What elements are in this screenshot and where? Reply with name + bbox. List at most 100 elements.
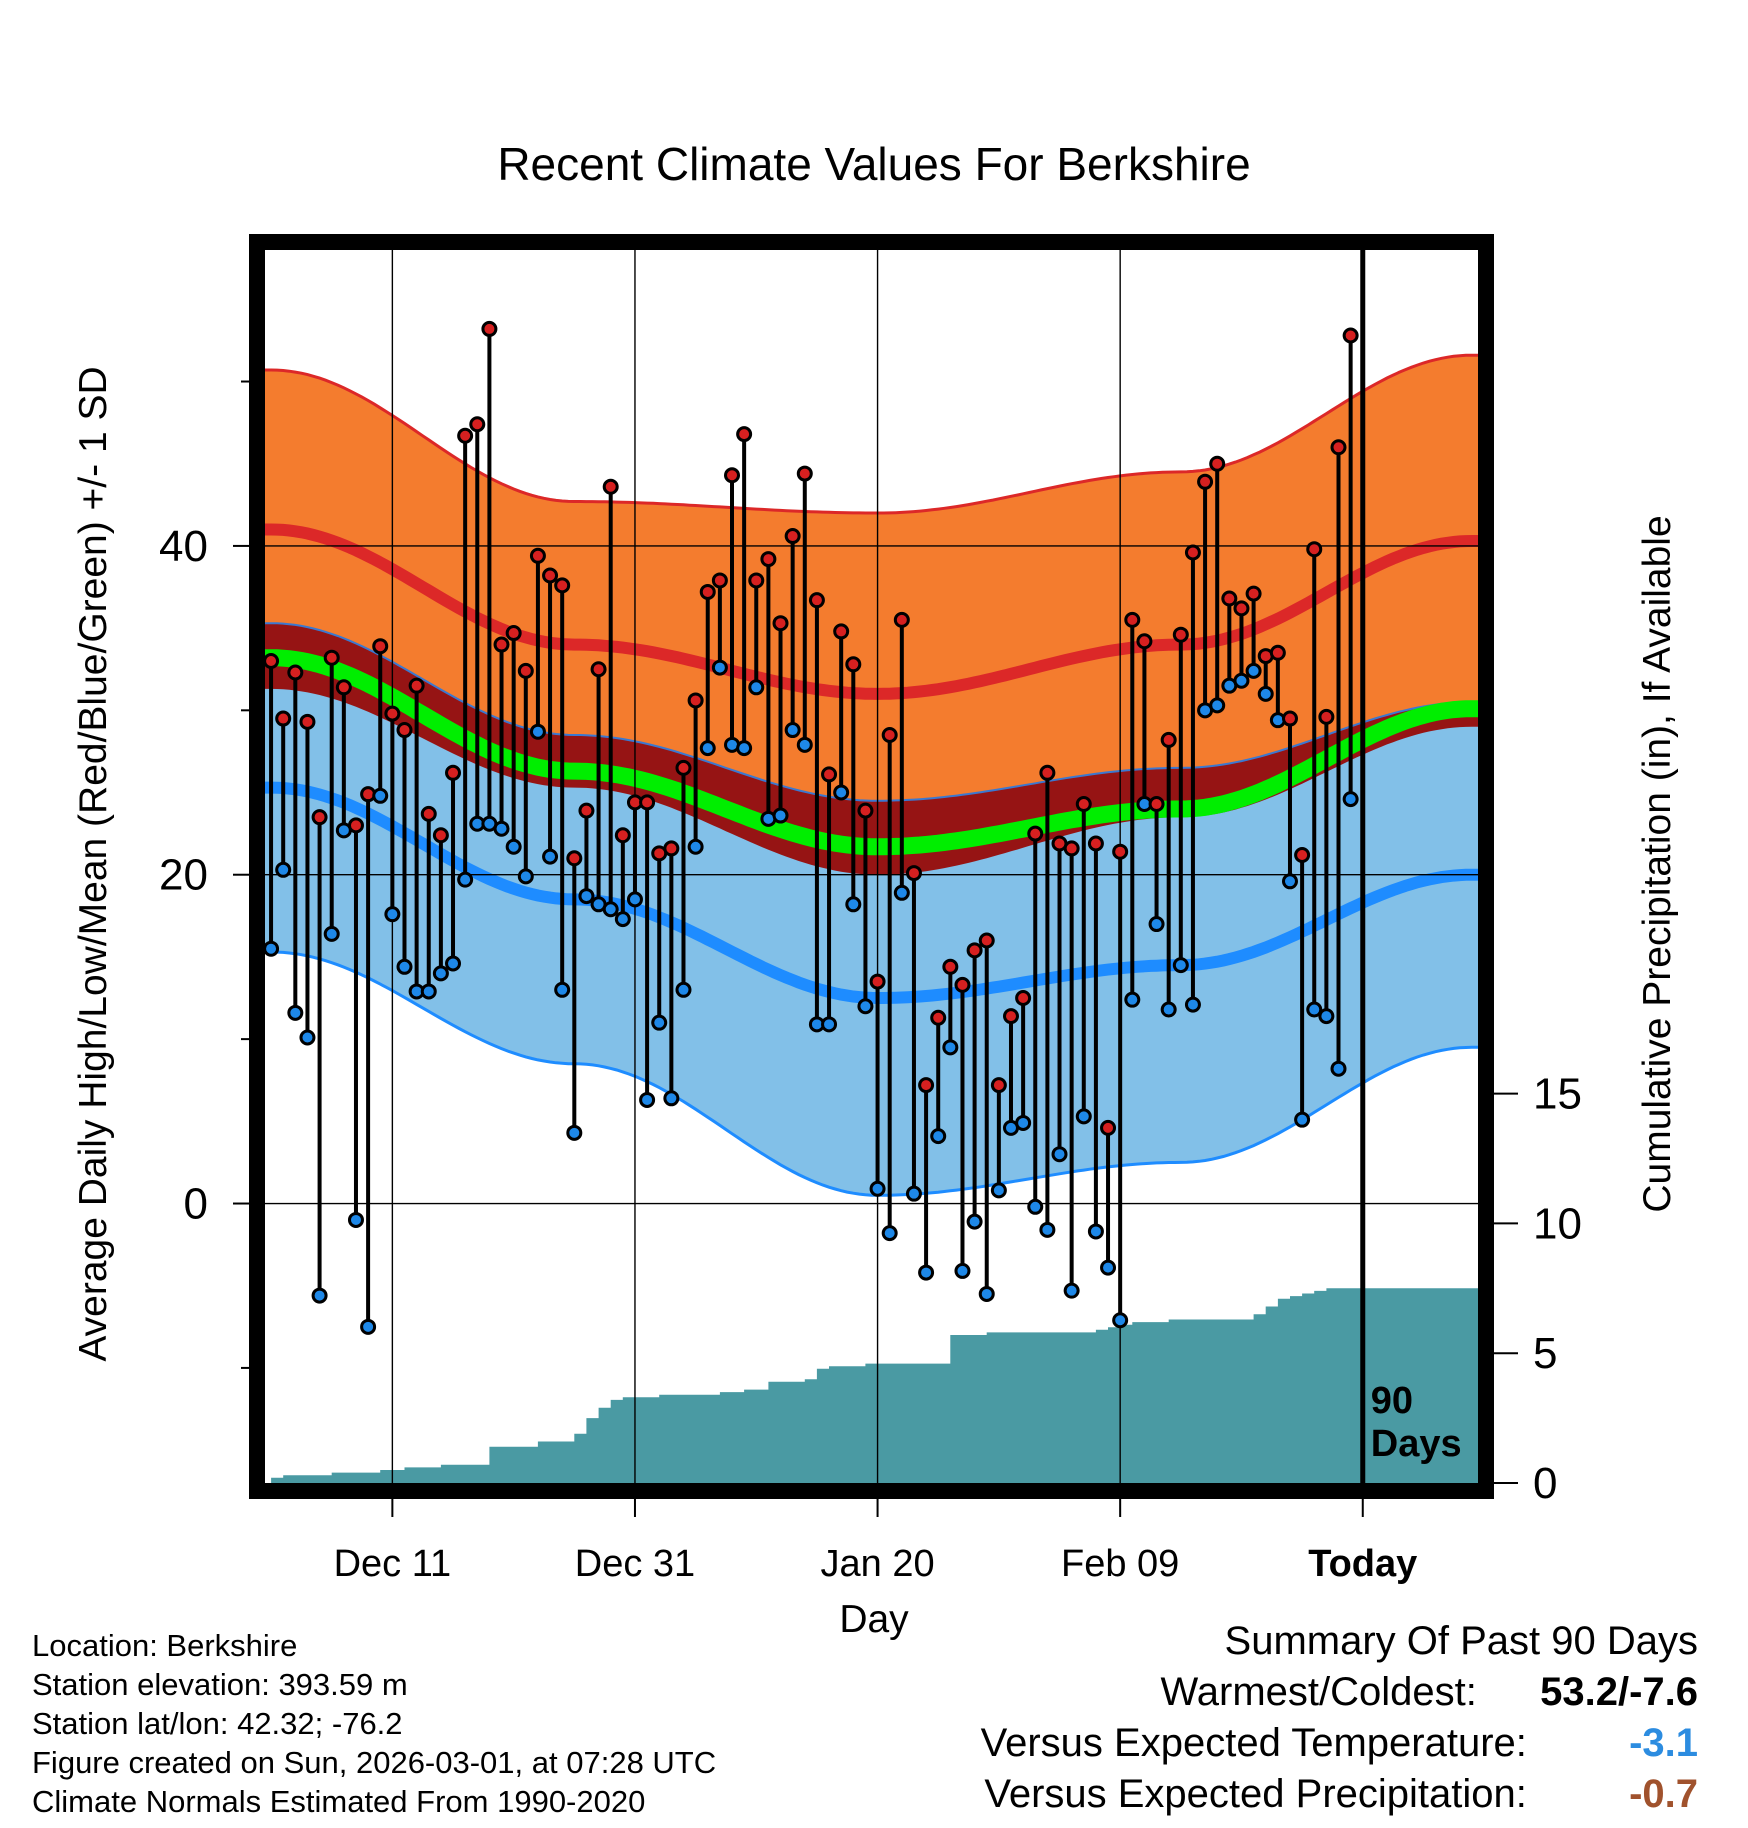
obs-low-3 <box>299 1029 316 1046</box>
cumulative-precip-area <box>271 1288 1478 1483</box>
obs-low-43 <box>784 722 801 739</box>
obs-high-61 <box>1002 1008 1019 1025</box>
chart-title: Recent Climate Values For Berkshire <box>497 138 1250 190</box>
obs-low-42 <box>772 807 789 824</box>
summary-panel: Summary Of Past 90 Days Warmest/Coldest:… <box>981 1616 1698 1820</box>
obs-high-60 <box>990 1077 1007 1094</box>
obs-low-68 <box>1087 1223 1104 1240</box>
obs-high-23 <box>542 567 559 584</box>
precip-anomaly-row: Versus Expected Precipitation: -0.7 <box>981 1769 1698 1820</box>
obs-low-88 <box>1330 1060 1347 1077</box>
obs-low-82 <box>1257 685 1274 702</box>
obs-high-17 <box>469 416 486 433</box>
obs-low-57 <box>954 1262 971 1279</box>
obs-high-58 <box>966 942 983 959</box>
obs-high-39 <box>736 426 753 443</box>
obs-high-72 <box>1136 633 1153 650</box>
latlon-text: Station lat/lon: 42.32; -76.2 <box>32 1706 403 1741</box>
obs-low-49 <box>857 998 874 1015</box>
obs-low-56 <box>942 1039 959 1056</box>
obs-high-68 <box>1087 835 1104 852</box>
obs-low-8 <box>360 1318 377 1335</box>
obs-high-26 <box>578 802 595 819</box>
y-tick-label-20: 20 <box>159 851 208 900</box>
warmest-coldest-value: 53.2/-7.6 <box>1540 1670 1698 1714</box>
obs-low-25 <box>566 1124 583 1141</box>
obs-high-18 <box>481 320 498 337</box>
obs-high-62 <box>1015 990 1032 1007</box>
obs-high-63 <box>1027 825 1044 842</box>
obs-low-29 <box>614 911 631 928</box>
obs-high-40 <box>748 572 765 589</box>
temp-anomaly-label: Versus Expected Temperature: <box>980 1721 1527 1765</box>
obs-high-85 <box>1294 846 1311 863</box>
obs-high-0 <box>263 653 280 669</box>
obs-low-35 <box>687 838 704 855</box>
obs-low-2 <box>287 1004 304 1021</box>
obs-low-1 <box>275 861 292 878</box>
normals-text: Climate Normals Estimated From 1990-2020 <box>32 1784 646 1819</box>
obs-high-15 <box>445 764 462 781</box>
elevation-text: Station elevation: 393.59 m <box>32 1667 408 1702</box>
obs-high-76 <box>1184 544 1201 561</box>
obs-low-89 <box>1342 791 1359 808</box>
obs-high-80 <box>1233 600 1250 617</box>
obs-high-48 <box>845 656 862 673</box>
temp-anomaly-value: -3.1 <box>1629 1721 1698 1765</box>
obs-low-36 <box>699 740 716 757</box>
obs-high-7 <box>347 817 364 834</box>
obs-low-84 <box>1281 873 1298 890</box>
obs-low-78 <box>1209 697 1226 714</box>
obs-high-9 <box>372 638 389 655</box>
obs-high-55 <box>930 1009 947 1026</box>
obs-low-71 <box>1124 991 1141 1008</box>
obs-high-29 <box>614 827 631 844</box>
obs-high-54 <box>918 1077 935 1094</box>
low-band-lower-edge <box>265 950 1478 1197</box>
obs-low-33 <box>663 1090 680 1107</box>
x-tick-label-4: Today <box>1308 1543 1417 1585</box>
obs-low-14 <box>432 965 449 982</box>
obs-low-73 <box>1148 916 1165 933</box>
obs-low-13 <box>420 983 437 1000</box>
obs-high-33 <box>663 840 680 857</box>
obs-low-80 <box>1233 672 1250 689</box>
obs-high-46 <box>821 766 838 783</box>
obs-high-57 <box>954 976 971 993</box>
obs-low-69 <box>1100 1259 1117 1276</box>
obs-low-44 <box>796 736 813 753</box>
obs-low-19 <box>493 820 510 837</box>
obs-low-16 <box>457 871 474 888</box>
obs-high-89 <box>1342 327 1359 344</box>
obs-high-71 <box>1124 611 1141 628</box>
obs-high-77 <box>1197 473 1214 490</box>
obs-high-69 <box>1100 1119 1117 1136</box>
obs-high-12 <box>408 677 425 694</box>
obs-high-42 <box>772 615 789 632</box>
station-info: Location: Berkshire Station elevation: 3… <box>32 1626 716 1821</box>
obs-low-9 <box>372 787 389 804</box>
obs-low-55 <box>930 1128 947 1145</box>
obs-low-58 <box>966 1213 983 1230</box>
temp-anomaly-row: Versus Expected Temperature: -3.1 <box>981 1718 1698 1769</box>
obs-high-66 <box>1063 840 1080 857</box>
obs-low-10 <box>384 906 401 923</box>
obs-low-37 <box>711 659 728 676</box>
obs-low-63 <box>1027 1198 1044 1215</box>
obs-high-88 <box>1330 439 1347 456</box>
obs-low-21 <box>517 868 534 885</box>
obs-low-67 <box>1075 1108 1092 1125</box>
obs-low-86 <box>1306 1001 1323 1018</box>
obs-high-19 <box>493 636 510 653</box>
y2-axis-label: Cumulative Precipitation (in), If Availa… <box>1636 515 1679 1212</box>
days-marker-line-1: Days <box>1371 1423 1462 1465</box>
obs-low-30 <box>626 891 643 908</box>
location-text: Location: Berkshire <box>32 1628 298 1663</box>
obs-high-73 <box>1148 796 1165 813</box>
obs-high-14 <box>432 827 449 844</box>
obs-high-38 <box>724 467 741 484</box>
obs-low-50 <box>869 1180 886 1197</box>
obs-high-22 <box>529 547 546 564</box>
y2-tick-label-5: 5 <box>1533 1329 1557 1378</box>
obs-high-24 <box>554 577 571 594</box>
